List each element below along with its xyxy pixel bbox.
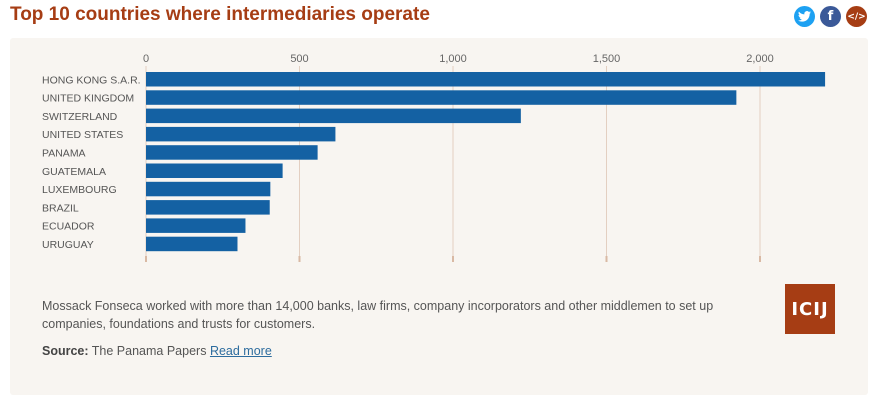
facebook-share-button[interactable]: f <box>820 6 841 27</box>
icij-logo: ICIJ <box>785 284 835 334</box>
category-label: ECUADOR <box>42 221 95 233</box>
x-tick-label: 2,000 <box>746 53 774 65</box>
bar <box>146 200 270 215</box>
code-icon: </> <box>847 11 866 22</box>
category-label: HONG KONG S.A.R. <box>42 74 141 86</box>
category-label: URUGUAY <box>42 239 94 251</box>
category-label: UNITED KINGDOM <box>42 93 134 105</box>
bar <box>146 72 826 87</box>
tick-mark <box>145 256 147 262</box>
x-tick-label: 0 <box>143 53 149 65</box>
facebook-icon: f <box>827 9 834 24</box>
category-label: SWITZERLAND <box>42 111 118 123</box>
bar-chart: 0 500 1,000 1,500 2,000 HONG KONG S.A.R. UNITE… <box>42 53 826 262</box>
source-label: Source: <box>42 344 89 358</box>
bar <box>146 90 737 105</box>
category-label: UNITED STATES <box>42 129 123 141</box>
x-tick-label: 1,500 <box>593 53 621 65</box>
tick-mark <box>605 256 608 262</box>
bar <box>146 181 271 197</box>
chart-caption: Mossack Fonseca worked with more than 14… <box>42 299 714 331</box>
category-label: LUXEMBOURG <box>42 184 117 196</box>
x-tick-label: 500 <box>290 53 308 65</box>
bar <box>146 145 318 160</box>
bar <box>146 126 336 142</box>
page-title: Top 10 countries where intermediaries op… <box>10 4 430 25</box>
bar <box>146 236 238 252</box>
tick-mark <box>759 256 761 262</box>
twitter-share-button[interactable] <box>794 6 815 27</box>
tick-mark <box>298 256 301 262</box>
embed-button[interactable]: </> <box>846 6 867 27</box>
twitter-icon <box>798 11 811 22</box>
chart-panel: 0 500 1,000 1,500 2,000 HONG KONG S.A.R. UNITE… <box>10 38 868 395</box>
read-more-link[interactable]: Read more <box>209 344 272 358</box>
category-label: BRAZIL <box>42 202 79 214</box>
tick-mark <box>452 256 454 262</box>
bar <box>146 218 246 233</box>
category-label: GUATEMALA <box>42 166 106 178</box>
category-label: PANAMA <box>42 147 86 159</box>
x-tick-label: 1,000 <box>439 53 467 65</box>
bar <box>146 108 521 124</box>
source-line: Source: The Panama Papers Read more <box>42 344 272 358</box>
bar <box>146 163 283 178</box>
source-text: The Panama Papers <box>91 344 207 358</box>
